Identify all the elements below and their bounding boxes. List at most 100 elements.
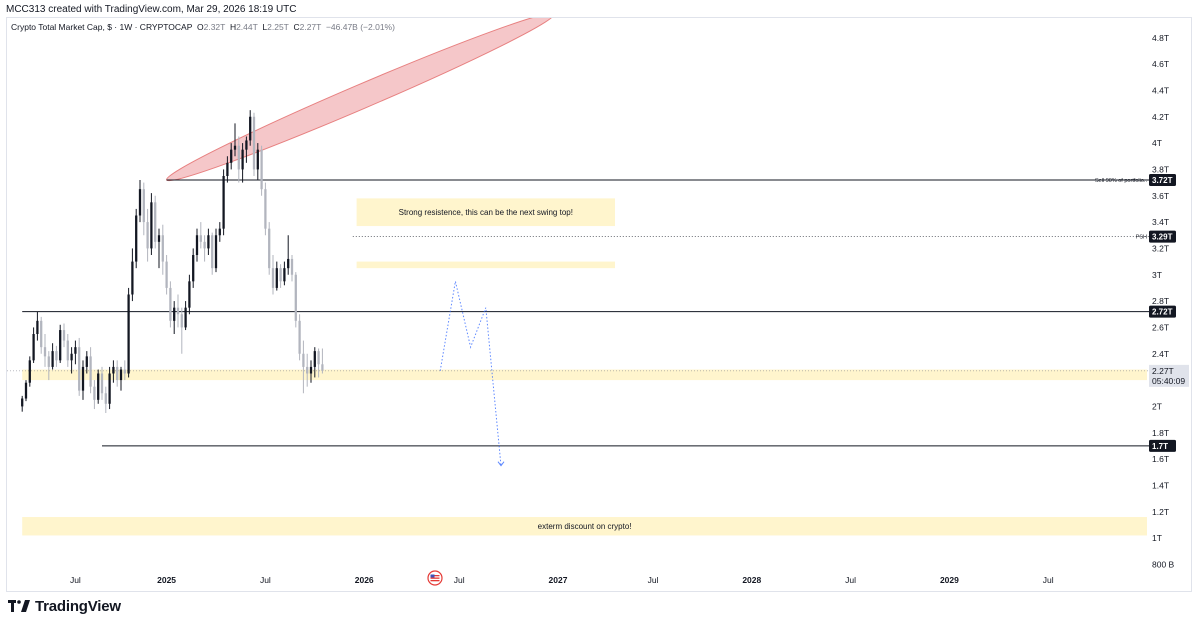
candle-body xyxy=(108,373,111,404)
low-value: 2.25T xyxy=(267,22,289,32)
price-tick: 2T xyxy=(1152,401,1162,411)
candle-body xyxy=(138,189,142,216)
candle-body xyxy=(230,149,233,163)
candle-body xyxy=(199,235,202,242)
ohlc-legend: Crypto Total Market Cap, $ · 1W · CRYPTO… xyxy=(11,22,395,32)
us-flag-icon[interactable] xyxy=(427,570,443,586)
zone-rect xyxy=(22,517,1148,536)
highlight-ellipse xyxy=(166,18,555,182)
candle-body xyxy=(313,351,316,367)
open-value: 2.32T xyxy=(203,22,226,32)
candles-layer xyxy=(21,110,324,413)
candle-body xyxy=(142,189,145,223)
last-price-label xyxy=(1149,364,1189,387)
candle-body xyxy=(43,347,47,357)
candle-body xyxy=(123,369,126,374)
discount-zone-note: exterm discount on crypto! xyxy=(538,522,632,531)
zone-rect xyxy=(356,198,615,227)
time-tick: Jul xyxy=(1043,575,1054,585)
zone-rect xyxy=(356,261,615,269)
time-tick: 2027 xyxy=(549,575,568,585)
candle-body xyxy=(222,176,225,229)
candle-body xyxy=(260,149,263,190)
bar-countdown: 05:40:09 xyxy=(1152,376,1185,386)
price-tick: 3.6T xyxy=(1152,191,1169,201)
price-tick: 2.6T xyxy=(1152,322,1169,332)
candle-body xyxy=(195,235,199,255)
candle-body xyxy=(176,307,180,315)
candle-body xyxy=(161,235,164,262)
high-value: 2.44T xyxy=(236,22,258,32)
candle-body xyxy=(188,281,191,308)
candle-body xyxy=(180,314,183,328)
time-tick: Jul xyxy=(454,575,465,585)
price-tick: 2.8T xyxy=(1152,296,1169,306)
candle-body xyxy=(298,320,301,354)
price-label-3-29 xyxy=(1149,230,1176,243)
price-tick: 1.8T xyxy=(1152,428,1169,438)
candle-body xyxy=(104,393,107,404)
candle-body xyxy=(165,261,168,288)
price-tick: 3.8T xyxy=(1152,164,1169,174)
candle-body xyxy=(226,162,229,176)
symbol-name[interactable]: Crypto Total Market Cap, $ · 1W · CRYPTO… xyxy=(11,22,193,32)
candle-body xyxy=(119,369,123,381)
candle-body xyxy=(70,353,73,361)
time-axis: Jul 2025 Jul 2026 Jul 2027 Jul 2028 Jul … xyxy=(70,575,1054,585)
price-tick: 1.2T xyxy=(1152,507,1169,517)
price-tick: 4.2T xyxy=(1152,112,1169,122)
candle-body xyxy=(237,145,240,170)
candle-body xyxy=(302,353,305,367)
candle-body xyxy=(317,351,320,365)
price-chart[interactable]: Strong resistence, this can be the next … xyxy=(7,18,1191,591)
candle-body xyxy=(306,366,309,374)
candle-body xyxy=(150,202,153,249)
price-label-3-72 xyxy=(1149,173,1176,186)
price-label-1-7 xyxy=(1149,439,1176,452)
candle-body xyxy=(271,268,275,288)
price-label-text: 3.29T xyxy=(1152,233,1173,242)
candle-body xyxy=(47,356,50,367)
candle-body xyxy=(85,356,88,367)
candle-body xyxy=(36,320,39,334)
brand-name: TradingView xyxy=(35,598,121,615)
price-tick: 4.8T xyxy=(1152,33,1169,43)
candle-body xyxy=(127,294,130,374)
candle-body xyxy=(287,258,290,269)
sell-level-note: Sell 90% of portfolio.. xyxy=(1095,178,1147,184)
candle-body xyxy=(321,364,324,371)
candle-body xyxy=(207,235,210,249)
candle-body xyxy=(283,268,286,282)
candle-body xyxy=(192,255,195,282)
candle-body xyxy=(290,258,294,275)
time-tick: 2028 xyxy=(742,575,761,585)
price-label-2-72 xyxy=(1149,305,1176,318)
candle-body xyxy=(74,347,77,354)
candle-body xyxy=(218,228,221,236)
price-label-text: 2.72T xyxy=(1152,308,1173,317)
price-tick: 3.4T xyxy=(1152,217,1169,227)
candle-body xyxy=(309,366,313,374)
candle-body xyxy=(116,366,119,381)
candle-body xyxy=(135,215,138,262)
candle-body xyxy=(93,386,96,400)
levels-layer xyxy=(7,179,1150,447)
candle-body xyxy=(173,307,176,321)
annotations-layer: Strong resistence, this can be the next … xyxy=(399,178,1148,531)
candle-body xyxy=(184,307,187,328)
chart-panel[interactable]: Strong resistence, this can be the next … xyxy=(6,17,1192,592)
candle-body xyxy=(28,360,31,383)
time-tick: 2029 xyxy=(940,575,959,585)
candle-body xyxy=(154,202,157,242)
candle-body xyxy=(279,268,282,282)
candle-body xyxy=(275,268,278,288)
tradingview-logo-icon xyxy=(8,600,30,612)
time-tick: Jul xyxy=(70,575,81,585)
candle-body xyxy=(89,356,92,387)
candle-body xyxy=(169,287,172,321)
candle-body xyxy=(268,228,271,269)
tradingview-brand[interactable]: TradingView xyxy=(8,598,121,615)
projection-path xyxy=(439,281,502,466)
candle-body xyxy=(32,334,35,361)
zones-layer xyxy=(22,198,1148,536)
